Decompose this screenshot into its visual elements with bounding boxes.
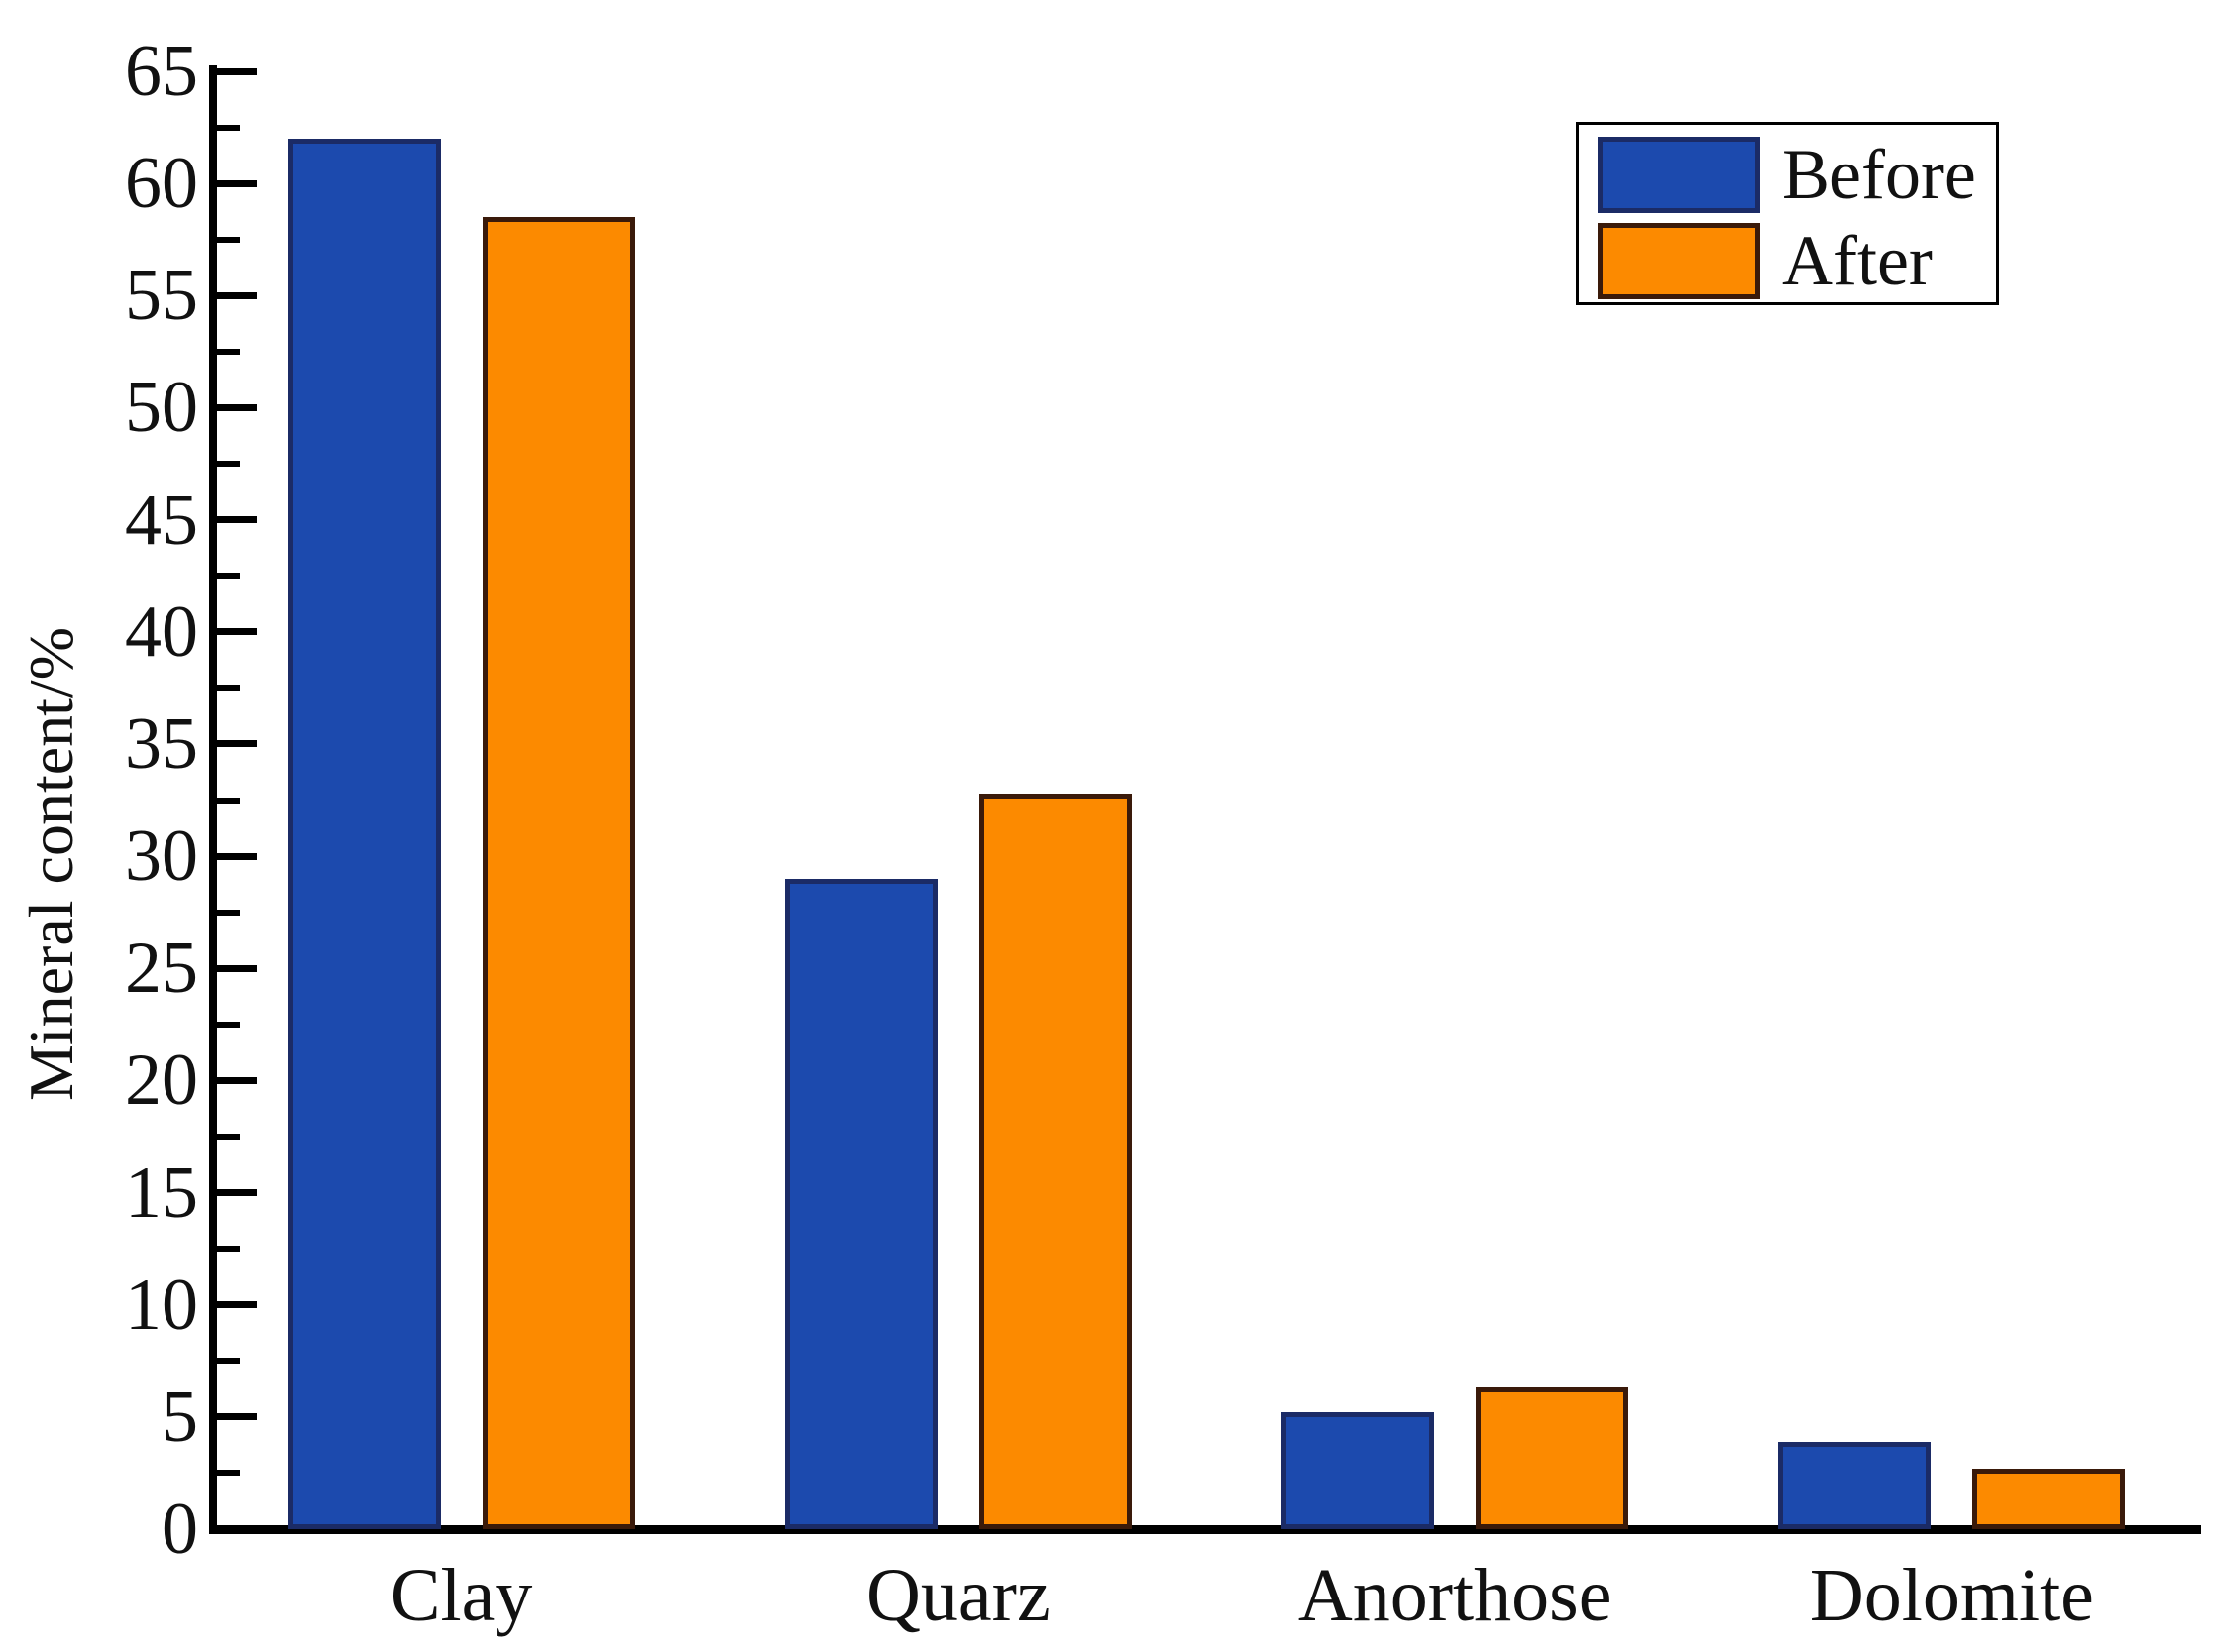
y-major-tick [213, 628, 257, 636]
bar-before-anorthose [1281, 1412, 1435, 1529]
y-tick-label: 5 [162, 1376, 198, 1458]
y-tick-label: 45 [125, 479, 198, 561]
y-minor-tick [213, 685, 240, 692]
x-category-label-clay: Clay [389, 1554, 533, 1637]
bar-after-dolomite [1972, 1469, 2126, 1529]
y-minor-tick [213, 909, 240, 916]
y-major-tick [213, 852, 257, 860]
y-major-tick [213, 740, 257, 748]
y-major-tick [213, 964, 257, 972]
y-major-tick [213, 1076, 257, 1084]
bar-before-dolomite [1778, 1442, 1932, 1529]
y-minor-tick [213, 1470, 240, 1477]
y-tick-label: 25 [125, 928, 198, 1010]
y-tick-label: 10 [125, 1264, 198, 1346]
y-minor-tick [213, 1021, 240, 1028]
bar-before-quarz [784, 879, 938, 1529]
y-major-tick [213, 1525, 257, 1533]
y-tick-label: 65 [125, 31, 198, 112]
y-minor-tick [213, 236, 240, 243]
x-axis-line [209, 1525, 2201, 1534]
x-category-label-dolomite: Dolomite [1809, 1554, 2094, 1637]
y-major-tick [213, 1189, 257, 1197]
legend: Before After [1576, 122, 1999, 305]
y-major-tick [213, 1301, 257, 1309]
y-major-tick [213, 1413, 257, 1421]
y-tick-label: 55 [125, 255, 198, 337]
y-tick-label: 40 [125, 591, 198, 673]
y-tick-label: 15 [125, 1152, 198, 1234]
y-minor-tick [213, 461, 240, 468]
bar-after-clay [482, 217, 635, 1529]
bar-after-quarz [978, 794, 1132, 1529]
y-minor-tick [213, 1133, 240, 1140]
y-minor-tick [213, 573, 240, 580]
x-category-label-quarz: Quarz [866, 1554, 1051, 1637]
y-major-tick [213, 179, 257, 187]
bar-before-clay [287, 139, 441, 1529]
y-major-tick [213, 291, 257, 299]
y-tick-label: 30 [125, 816, 198, 898]
y-major-tick [213, 516, 257, 524]
x-category-label-anorthose: Anorthose [1297, 1554, 1612, 1637]
y-tick-label: 35 [125, 703, 198, 785]
y-minor-tick [213, 124, 240, 131]
y-major-tick [213, 67, 257, 75]
legend-swatch-before [1598, 137, 1760, 213]
y-major-tick [213, 403, 257, 411]
y-tick-label: 20 [125, 1040, 198, 1122]
y-tick-label: 60 [125, 143, 198, 225]
y-minor-tick [213, 797, 240, 804]
bar-after-anorthose [1476, 1387, 1629, 1529]
y-tick-label: 50 [125, 367, 198, 449]
y-minor-tick [213, 1358, 240, 1365]
legend-label-after: After [1782, 221, 1933, 300]
legend-label-before: Before [1782, 135, 1976, 214]
y-minor-tick [213, 348, 240, 355]
legend-swatch-after [1598, 223, 1760, 299]
y-minor-tick [213, 1246, 240, 1253]
y-tick-label: 0 [162, 1488, 198, 1570]
